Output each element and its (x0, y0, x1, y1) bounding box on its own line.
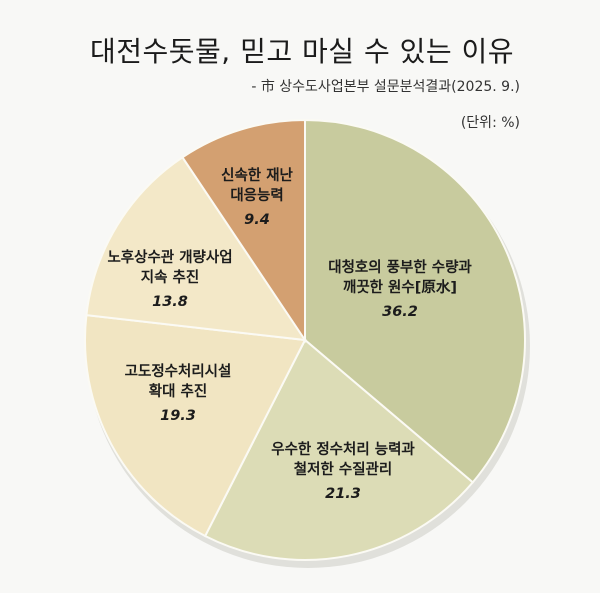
slice-value: 13.8 (152, 294, 188, 310)
slice-label-line: 노후상수관 개량사업 (107, 250, 233, 266)
slice-label-line: 깨끗한 원수[原水] (342, 280, 457, 296)
slice-label-0: 대청호의 풍부한 수량과 깨끗한 원수[原水] 36.2 (328, 258, 472, 322)
pie-slice-4 (181, 118, 306, 344)
slice-label-line: 지속 추진 (140, 270, 200, 286)
slice-value: 19.3 (160, 408, 196, 424)
slice-label-3: 노후상수관 개량사업 지속 추진 13.8 (107, 248, 232, 312)
slice-label-line: 고도정수처리시설 (124, 364, 232, 380)
slice-label-line: 대청호의 풍부한 수량과 (328, 260, 472, 276)
pie-slice-2 (84, 314, 307, 538)
slice-label-1: 우수한 정수처리 능력과 철저한 수질관리 21.3 (271, 440, 415, 504)
slice-value: 21.3 (325, 486, 361, 502)
pie-slice-3 (85, 155, 308, 342)
slice-label-line: 대응능력 (230, 188, 284, 204)
slice-value: 36.2 (382, 304, 418, 320)
slice-label-line: 우수한 정수처리 능력과 (271, 442, 415, 458)
pie-slice-0 (304, 118, 526, 484)
chart-title: 대전수돗물, 믿고 마실 수 있는 이유 (90, 35, 515, 68)
slice-label-line: 신속한 재난 (221, 168, 293, 184)
slice-label-2: 고도정수처리시설 확대 추진 19.3 (125, 362, 232, 426)
slice-label-line: 철저한 수질관리 (293, 462, 393, 478)
slice-label-4: 신속한 재난 대응능력 9.4 (221, 166, 293, 230)
slice-value: 9.4 (244, 212, 270, 228)
pie-slice-1 (203, 338, 475, 561)
slice-label-line: 확대 추진 (148, 384, 208, 400)
chart-subtitle: - 市 상수도사업본부 설문분석결과(2025. 9.) (251, 79, 520, 95)
unit-label: (단위: %) (460, 115, 520, 131)
